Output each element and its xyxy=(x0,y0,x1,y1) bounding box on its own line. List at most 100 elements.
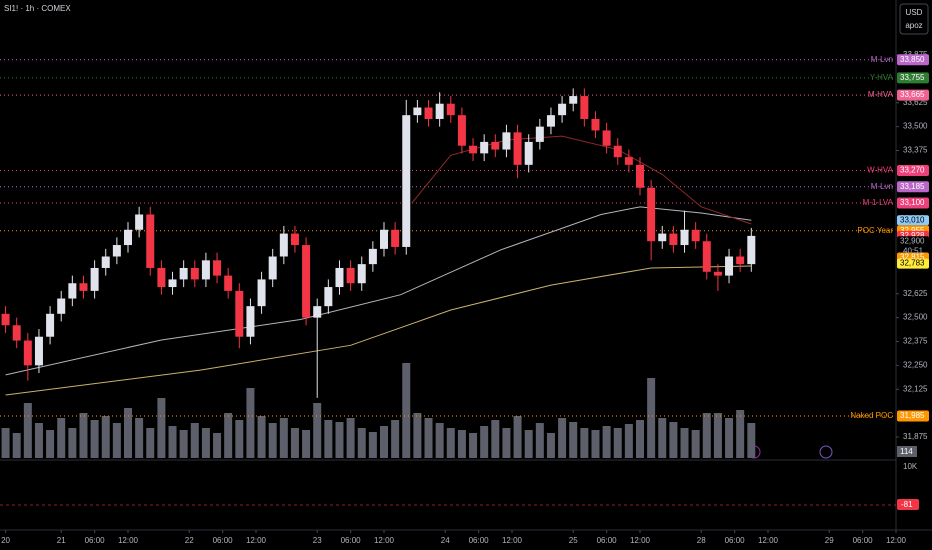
volume-bar xyxy=(68,428,77,458)
candle-body xyxy=(23,340,32,366)
volume-bar xyxy=(90,420,99,458)
y-tick-label: 33,375 xyxy=(903,146,928,155)
level-label: 33,850 xyxy=(900,55,925,64)
candle-body xyxy=(190,267,199,280)
candle-body xyxy=(524,141,533,165)
volume-bar xyxy=(12,433,21,458)
volume-bar xyxy=(591,430,600,458)
x-tick-label: 06:00 xyxy=(213,536,234,545)
candle-body xyxy=(357,264,366,284)
candle-body xyxy=(736,256,745,265)
volume-bar xyxy=(491,420,500,458)
level-label: 33,100 xyxy=(900,198,925,207)
ma-line xyxy=(5,206,752,376)
volume-bar xyxy=(658,418,667,458)
currency-box[interactable] xyxy=(899,3,929,35)
candle-body xyxy=(1,313,10,326)
volume-bar xyxy=(446,428,455,458)
volume-bar xyxy=(368,432,377,458)
currency[interactable]: USD xyxy=(906,8,923,17)
price-tag xyxy=(897,236,929,247)
candle-body xyxy=(647,187,656,242)
candle-body xyxy=(268,256,277,280)
volume-bar xyxy=(713,413,722,458)
level-tag xyxy=(897,89,929,101)
candle-body xyxy=(469,145,478,154)
volume-bar xyxy=(480,426,489,458)
volume-bar xyxy=(691,430,700,458)
x-tick-label: 24 xyxy=(441,536,450,545)
volume-bar xyxy=(357,428,366,458)
level-name: W-HVA xyxy=(867,166,894,175)
candle-body xyxy=(602,130,611,146)
candle-body xyxy=(46,313,55,337)
candle-body xyxy=(179,267,188,280)
y-tick-label: 32,375 xyxy=(903,337,928,346)
volume-bar xyxy=(290,428,299,458)
x-tick-label: 12:00 xyxy=(758,536,779,545)
candle-body xyxy=(112,245,121,257)
ma-line xyxy=(5,265,752,396)
level-tag xyxy=(897,197,929,209)
volume-bar xyxy=(57,418,66,458)
candle-body xyxy=(290,233,299,246)
x-tick-label: 06:00 xyxy=(597,536,618,545)
x-tick-label: 12:00 xyxy=(118,536,139,545)
candle-body xyxy=(669,233,678,246)
level-label: 33,665 xyxy=(900,90,925,99)
x-tick-label: 28 xyxy=(697,536,706,545)
candle-body xyxy=(246,306,255,337)
level-label: 31,985 xyxy=(900,411,925,420)
volume-bar xyxy=(680,428,689,458)
volume-bar xyxy=(246,388,255,458)
level-tag xyxy=(897,165,929,177)
y-tick-label: 32,250 xyxy=(903,360,928,369)
x-tick-label: 12:00 xyxy=(886,536,907,545)
y-tick-label: 33,500 xyxy=(903,122,928,131)
level-name: M-Lvn xyxy=(871,182,893,191)
level-tag xyxy=(897,72,929,84)
x-tick-label: 06:00 xyxy=(85,536,106,545)
volume-bar xyxy=(23,403,32,458)
x-tick-label: 12:00 xyxy=(630,536,651,545)
candle-body xyxy=(658,233,667,242)
volume-bar xyxy=(268,423,277,458)
candle-body xyxy=(713,271,722,276)
volume-bar xyxy=(179,430,188,458)
candle-body xyxy=(235,290,244,337)
event-icon[interactable] xyxy=(819,445,833,459)
volume-bar xyxy=(135,418,144,458)
x-tick-label: 29 xyxy=(825,536,834,545)
volume-bar xyxy=(380,426,388,458)
volume-bar xyxy=(46,430,55,458)
candle-body xyxy=(424,107,433,119)
x-tick-label: 06:00 xyxy=(853,536,874,545)
x-tick-label: 23 xyxy=(313,536,322,545)
volume-bar xyxy=(647,378,656,458)
level-label: 33,185 xyxy=(900,182,925,191)
price-tag-label: 32,815 xyxy=(900,253,925,262)
candle-body xyxy=(157,267,166,288)
symbol-title: SI1! · 1h · COMEX xyxy=(4,4,71,13)
x-tick-label: 21 xyxy=(57,536,66,545)
candle-body xyxy=(368,248,377,265)
volume-bar xyxy=(747,423,756,458)
account[interactable]: apoz xyxy=(905,21,922,30)
x-tick-label: 22 xyxy=(185,536,194,545)
volume-bar xyxy=(257,416,266,458)
countdown: 40:51 xyxy=(903,246,924,255)
volume-bar xyxy=(201,428,210,458)
level-name: M-Lvn xyxy=(871,55,893,64)
osc-scale: 10K xyxy=(903,462,918,471)
volume-bar xyxy=(112,423,121,458)
volume-bar xyxy=(669,422,678,458)
candle-body xyxy=(613,145,622,158)
ma-line xyxy=(411,135,752,225)
price-tag-label: 32,928 xyxy=(900,231,925,240)
volume-bar xyxy=(168,426,177,458)
y-tick-label: 32,125 xyxy=(903,384,928,393)
candle-body xyxy=(12,325,21,341)
candle-body xyxy=(135,214,144,230)
price-tag-label: 32,783 xyxy=(900,259,925,268)
candle-body xyxy=(68,283,77,299)
